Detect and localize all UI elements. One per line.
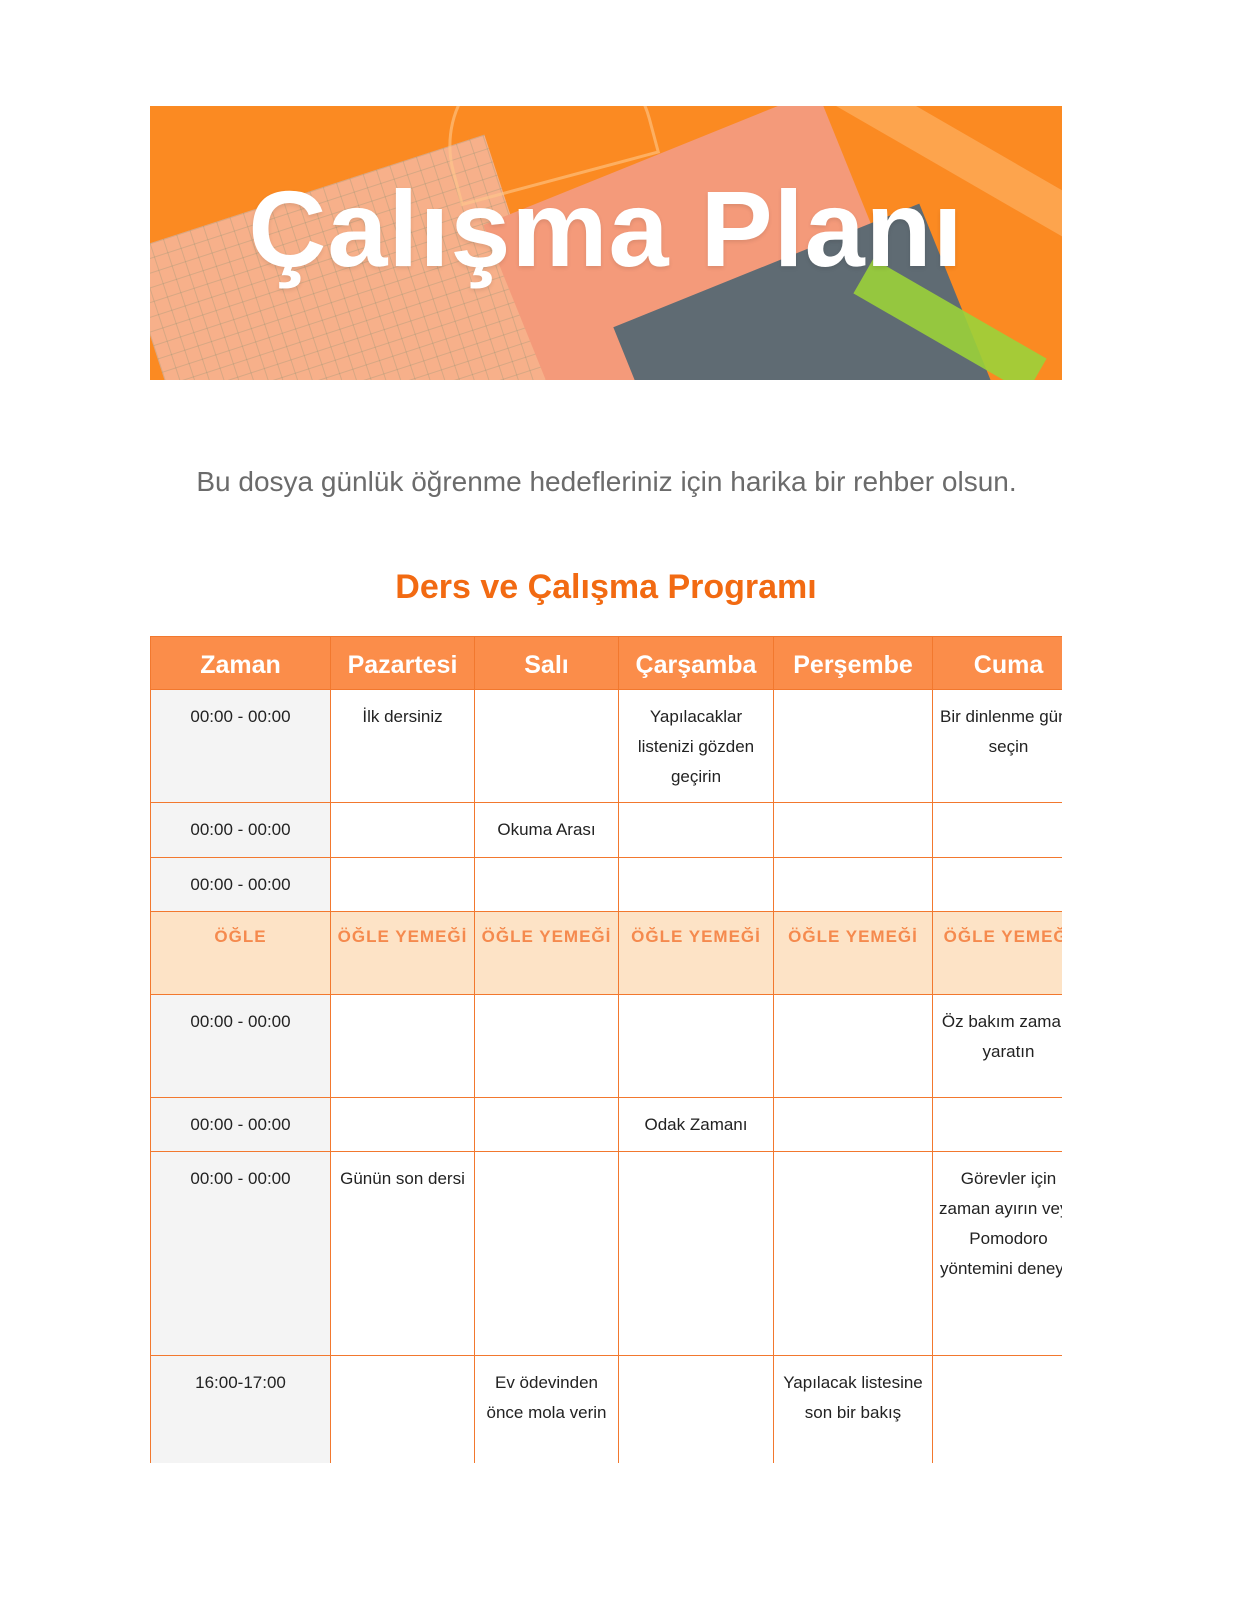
table-cell[interactable]	[474, 1151, 619, 1356]
table-cell[interactable]	[773, 689, 933, 803]
column-header: Pazartesi	[330, 636, 475, 690]
table-cell[interactable]: Günün son dersi	[330, 1151, 475, 1356]
header-banner: Çalışma Planı	[150, 106, 1062, 380]
table-cell[interactable]: ÖĞLE YEMEĞİ	[932, 911, 1062, 995]
column-header: Çarşamba	[618, 636, 774, 690]
table-cell[interactable]	[474, 857, 619, 912]
table-cell[interactable]	[474, 689, 619, 803]
table-cell[interactable]: ÖĞLE YEMEĞİ	[474, 911, 619, 995]
table-cell[interactable]	[618, 1151, 774, 1356]
table-cell[interactable]	[330, 994, 475, 1098]
table-cell[interactable]	[330, 802, 475, 858]
table-cell[interactable]	[773, 802, 933, 858]
table-cell[interactable]: Odak Zamanı	[618, 1097, 774, 1152]
table-row: 00:00 - 00:00 Okuma Arası	[150, 802, 1062, 858]
table-row: 00:00 - 00:00 Günün son dersi Görevler içi…	[150, 1151, 1062, 1356]
table-row: 00:00 - 00:00 Odak Zamanı	[150, 1097, 1062, 1152]
table-cell[interactable]: Öz bakım zamanı yaratın	[932, 994, 1062, 1098]
table-cell[interactable]: ÖĞLE YEMEĞİ	[618, 911, 774, 995]
table-cell[interactable]	[330, 857, 475, 912]
time-cell[interactable]: 00:00 - 00:00	[150, 1151, 331, 1356]
table-cell[interactable]: Yapılacak listesine son bir bakış	[773, 1355, 933, 1463]
table-row: 00:00 - 00:00 İlk dersiniz Yapılacaklar li…	[150, 689, 1062, 803]
table-cell[interactable]	[932, 1097, 1062, 1152]
subtitle: Bu dosya günlük öğrenme hedefleriniz içi…	[196, 466, 1017, 497]
table-cell[interactable]	[773, 1097, 933, 1152]
column-header: Perşembe	[773, 636, 933, 690]
table-cell[interactable]	[773, 994, 933, 1098]
table-row: 00:00 - 00:00 Öz bakım zamanı yaratın	[150, 994, 1062, 1098]
time-cell[interactable]: 00:00 - 00:00	[150, 1097, 331, 1152]
table-cell[interactable]	[618, 857, 774, 912]
table-cell[interactable]: Bir dinlenme günü seçin	[932, 689, 1062, 803]
table-row: 16:00-17:00 Ev ödevinden önce mola verin Y…	[150, 1355, 1062, 1463]
table-header-row: Zaman Pazartesi Salı Çarşamba Perşembe Cuma	[150, 636, 1062, 690]
table-cell[interactable]: İlk dersiniz	[330, 689, 475, 803]
table-cell[interactable]	[618, 802, 774, 858]
table-cell[interactable]: Yapılacaklar listenizi gözden geçirin	[618, 689, 774, 803]
table-cell[interactable]	[618, 1355, 774, 1463]
table-cell[interactable]	[474, 1097, 619, 1152]
table-cell[interactable]: ÖĞLE YEMEĞİ	[773, 911, 933, 995]
table-row: 00:00 - 00:00	[150, 857, 1062, 912]
lunch-row: ÖĞLE ÖĞLE YEMEĞİ ÖĞLE YEMEĞİ ÖĞLE YEMEĞİ ÖĞL…	[150, 911, 1062, 995]
schedule-table: Zaman Pazartesi Salı Çarşamba Perşembe Cuma 0…	[150, 636, 1062, 1463]
time-cell[interactable]: 00:00 - 00:00	[150, 689, 331, 803]
column-header: Salı	[474, 636, 619, 690]
table-cell[interactable]	[932, 802, 1062, 858]
time-cell[interactable]: 16:00-17:00	[150, 1355, 331, 1463]
table-cell[interactable]	[932, 1355, 1062, 1463]
table-cell[interactable]	[773, 857, 933, 912]
time-cell[interactable]: 00:00 - 00:00	[150, 994, 331, 1098]
table-cell[interactable]	[330, 1097, 475, 1152]
column-header: Cuma	[932, 636, 1062, 690]
schedule-heading: Ders ve Çalışma Programı	[395, 568, 817, 606]
table-cell[interactable]	[773, 1151, 933, 1356]
table-cell[interactable]: ÖĞLE YEMEĞİ	[330, 911, 475, 995]
time-cell[interactable]: 00:00 - 00:00	[150, 802, 331, 858]
column-header: Zaman	[150, 636, 331, 690]
table-cell[interactable]: Okuma Arası	[474, 802, 619, 858]
page-title: Çalışma Planı	[248, 168, 964, 289]
time-cell[interactable]: ÖĞLE	[150, 911, 331, 995]
table-cell[interactable]	[932, 857, 1062, 912]
table-cell[interactable]: Görevler için zaman ayırın veya Pomodoro…	[932, 1151, 1062, 1356]
schedule-table-wrapper: Zaman Pazartesi Salı Çarşamba Perşembe Cuma 0…	[150, 636, 1062, 1463]
table-cell[interactable]	[474, 994, 619, 1098]
table-cell[interactable]	[330, 1355, 475, 1463]
table-cell[interactable]: Ev ödevinden önce mola verin	[474, 1355, 619, 1463]
table-cell[interactable]	[618, 994, 774, 1098]
time-cell[interactable]: 00:00 - 00:00	[150, 857, 331, 912]
